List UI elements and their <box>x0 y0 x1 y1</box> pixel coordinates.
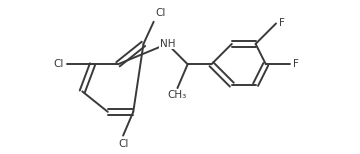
Text: F: F <box>279 18 285 28</box>
Text: CH₃: CH₃ <box>168 90 187 100</box>
Text: NH: NH <box>159 39 175 49</box>
Text: Cl: Cl <box>156 8 166 18</box>
Text: Cl: Cl <box>53 59 64 69</box>
Text: F: F <box>293 59 299 69</box>
Text: Cl: Cl <box>118 139 128 149</box>
